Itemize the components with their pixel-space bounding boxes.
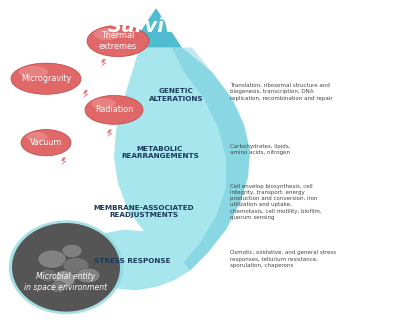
Text: STRESS RESPONSE: STRESS RESPONSE	[94, 258, 170, 264]
Ellipse shape	[39, 269, 57, 282]
Text: Radiation: Radiation	[95, 105, 133, 114]
Ellipse shape	[53, 271, 75, 287]
Text: METABOLIC
REARRANGEMENTS: METABOLIC REARRANGEMENTS	[121, 146, 199, 159]
Ellipse shape	[94, 28, 120, 40]
Polygon shape	[130, 8, 182, 48]
Text: Translation, ribosomal structure and
biogenesis, transcription, DNA
replication,: Translation, ribosomal structure and bio…	[230, 83, 333, 101]
Ellipse shape	[19, 66, 48, 78]
Ellipse shape	[38, 250, 66, 268]
Text: Thermal
extremes: Thermal extremes	[99, 31, 137, 51]
Text: Survival: Survival	[107, 17, 197, 36]
Text: Osmotic, oxidative, and general stress
responses, tellurium resistance,
sporulat: Osmotic, oxidative, and general stress r…	[230, 250, 336, 268]
Ellipse shape	[21, 130, 71, 156]
Circle shape	[9, 220, 123, 314]
Text: Vacuum: Vacuum	[30, 138, 62, 147]
Ellipse shape	[87, 26, 149, 56]
Ellipse shape	[91, 98, 116, 109]
Polygon shape	[101, 59, 107, 66]
Ellipse shape	[85, 95, 143, 124]
Polygon shape	[172, 48, 250, 271]
Text: Carbohydrates, lipids,
amino acids, nitrogen: Carbohydrates, lipids, amino acids, nitr…	[230, 144, 290, 155]
Polygon shape	[84, 48, 250, 290]
Polygon shape	[61, 157, 67, 164]
Polygon shape	[83, 90, 89, 97]
Circle shape	[12, 223, 120, 312]
Ellipse shape	[62, 244, 82, 257]
Ellipse shape	[50, 281, 66, 293]
Ellipse shape	[76, 268, 100, 283]
Ellipse shape	[26, 132, 48, 142]
Ellipse shape	[11, 63, 81, 94]
Polygon shape	[107, 130, 113, 136]
Ellipse shape	[63, 257, 89, 274]
Text: Microbial entity
in space environment: Microbial entity in space environment	[24, 272, 108, 292]
Text: Cell envelop biosynthesis, cell
integrity, transport, energy
production and conv: Cell envelop biosynthesis, cell integrit…	[230, 184, 322, 220]
Text: MEMBRANE-ASSOCIATED
READJUSTMENTS: MEMBRANE-ASSOCIATED READJUSTMENTS	[94, 205, 194, 218]
Text: Microgravity: Microgravity	[21, 74, 71, 83]
Text: GENETIC
ALTERATIONS: GENETIC ALTERATIONS	[149, 89, 203, 102]
